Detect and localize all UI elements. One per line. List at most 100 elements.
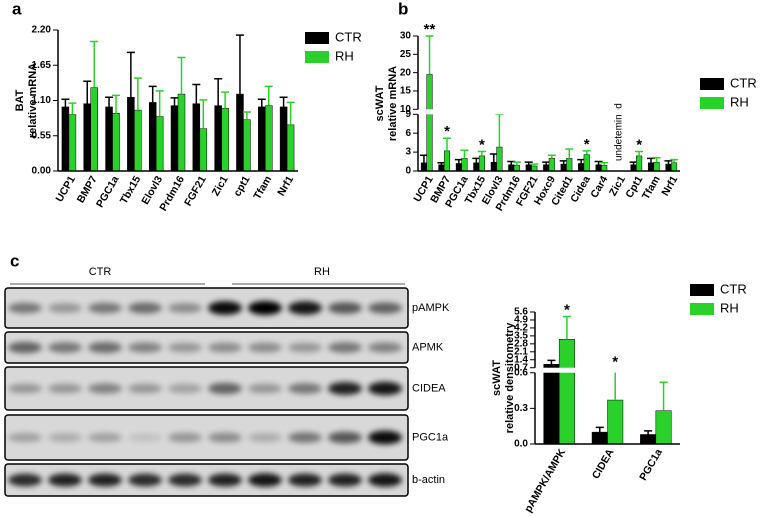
y-tick-label: 5.6 (514, 307, 528, 318)
blot-band (8, 302, 42, 314)
blot-panel (4, 463, 409, 497)
blot-band (88, 432, 122, 443)
error-bar (83, 80, 92, 104)
error-bar (495, 113, 504, 148)
error-bar (425, 35, 434, 75)
blot-band (248, 383, 282, 394)
y-tick-label: 10 (400, 104, 412, 115)
blot-band (368, 302, 402, 314)
y-axis-label: relative densitometry (504, 322, 516, 434)
group-label: RH (314, 266, 330, 278)
y-tick-label: 20 (400, 67, 412, 78)
legend-label: RH (730, 94, 749, 109)
error-bar (257, 98, 266, 107)
bar (438, 164, 445, 172)
error-bar (460, 149, 469, 159)
group-label: CTR (89, 266, 112, 278)
blot-band (208, 432, 242, 443)
bar (236, 93, 244, 172)
x-tick-label: Nrf1 (659, 174, 680, 198)
blot-band (8, 473, 42, 487)
blot-band (368, 381, 402, 396)
bar (630, 164, 637, 172)
blot-band (8, 341, 42, 354)
legend-label: CTR (335, 29, 362, 44)
y-tick-label: 0.7 (514, 362, 528, 373)
bar (655, 410, 672, 445)
blot-band (248, 473, 282, 487)
legend-swatch (690, 284, 714, 296)
blot-band (168, 432, 202, 443)
y-tick-label: 4.2 (514, 323, 528, 334)
y-tick-label: 0.00 (32, 166, 52, 177)
blot-band (288, 342, 322, 353)
error-bar (565, 148, 574, 159)
blot-band (368, 430, 402, 445)
blot-band (328, 431, 362, 444)
error-bar (112, 94, 121, 114)
y-tick-label: 1.4 (514, 354, 528, 365)
blot-band (328, 473, 362, 487)
blot-band (88, 302, 122, 314)
bar (578, 163, 585, 172)
y-tick-label: 3.5 (514, 331, 528, 342)
x-tick-label: Tfam (251, 174, 274, 202)
legend-label: RH (335, 48, 354, 63)
bar (525, 164, 532, 172)
x-tick-label: Zic1 (210, 174, 231, 198)
bar (192, 103, 201, 172)
axis-break (415, 110, 421, 114)
bar (478, 155, 485, 172)
bar (543, 164, 550, 172)
legend-label: RH (720, 300, 739, 315)
error-bar (177, 56, 186, 95)
bar (473, 162, 480, 172)
bar (83, 103, 91, 172)
error-bar (242, 111, 251, 120)
error-bar (595, 426, 604, 433)
bar (548, 158, 555, 172)
y-tick-label: 0.3 (514, 403, 528, 414)
y-tick-label: 2.20 (32, 25, 52, 36)
error-bar (61, 98, 70, 107)
error-bar (512, 161, 521, 166)
bar (496, 146, 503, 172)
axis-break (536, 367, 681, 373)
error-bar (90, 40, 99, 88)
blot-band (168, 302, 202, 314)
blot-band (128, 302, 162, 314)
blot-band (128, 383, 162, 394)
blot-band (208, 473, 242, 487)
blot-band (88, 473, 122, 487)
bar (265, 105, 273, 172)
error-bar (264, 85, 273, 106)
bar (68, 114, 77, 172)
bar (155, 116, 164, 172)
blot-band (88, 383, 122, 394)
bar (461, 158, 468, 172)
error-bar (286, 101, 295, 125)
error-bar (221, 91, 230, 109)
error-bar (126, 51, 135, 98)
bar (653, 161, 660, 172)
bar (543, 364, 560, 445)
panel-letter: c (10, 251, 19, 270)
x-tick-label: FGF21 (182, 174, 209, 208)
blot-band (168, 473, 202, 487)
y-tick-label: 2.1 (514, 346, 528, 357)
error-bar (133, 77, 142, 111)
error-bar (155, 90, 164, 117)
blot-band (8, 432, 42, 443)
bar (607, 399, 624, 445)
bar (90, 87, 98, 172)
bar (127, 97, 135, 172)
y-tick-label: 0.55 (32, 130, 52, 141)
axis-break (419, 109, 681, 115)
blot-band (168, 383, 202, 394)
blot-row-label: pAMPK (412, 302, 450, 314)
bar (583, 154, 590, 172)
blot-panel (4, 331, 409, 364)
blot-band (208, 382, 242, 395)
